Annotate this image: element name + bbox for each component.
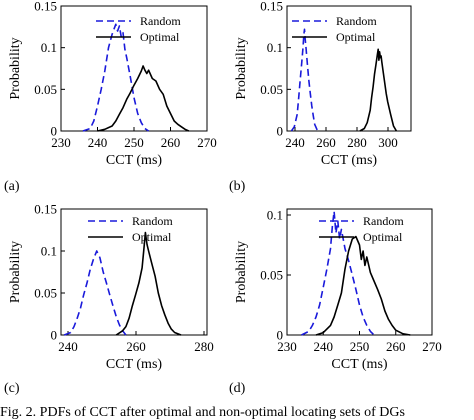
- series-line-random: [63, 250, 127, 336]
- x-tick-label: 270: [197, 135, 217, 150]
- y-tick-label: 0.15: [260, 0, 283, 14]
- y-axis-label: Probability: [234, 37, 249, 99]
- y-tick-label: 0: [277, 124, 284, 139]
- chart-panel-4: 0 0.05 0.1 230 240 250 260 270 CCT (ms) Probabili…: [229, 208, 442, 397]
- y-tick-label: 0: [51, 124, 58, 139]
- figure-caption: Fig. 2. PDFs of CCT after optimal and no…: [0, 405, 405, 420]
- x-tick-label: 230: [51, 135, 71, 150]
- axes-box: [286, 208, 433, 336]
- y-tick-label: 0.15: [34, 0, 57, 14]
- x-tick-label: 280: [347, 135, 367, 150]
- y-axis-label: Probability: [234, 241, 249, 303]
- series-line-optimal: [315, 235, 411, 336]
- x-tick-label: 260: [161, 135, 181, 150]
- legend-label: Optimal: [336, 30, 376, 44]
- y-axis-label: Probability: [8, 241, 23, 303]
- legend-label: Random: [140, 14, 181, 28]
- panel-label: (c): [4, 381, 20, 396]
- y-tick-label: 0.05: [34, 286, 57, 301]
- x-axis-label: CCT (ms): [321, 153, 377, 168]
- legend-label: Random: [132, 214, 173, 228]
- y-tick-label: 0.15: [34, 202, 57, 217]
- x-tick-label: 260: [126, 339, 146, 354]
- x-tick-label: 260: [386, 339, 406, 354]
- y-tick-label: 0.1: [41, 244, 57, 259]
- y-tick-label: 0.1: [267, 208, 283, 223]
- series-line-optimal: [115, 231, 182, 336]
- x-tick-label: 240: [58, 339, 78, 354]
- y-tick-label: 0.1: [267, 40, 283, 55]
- series-line-random: [301, 210, 375, 336]
- x-tick-label: 270: [422, 339, 442, 354]
- x-tick-label: 250: [124, 135, 144, 150]
- x-axis-label: CCT (ms): [331, 357, 387, 372]
- axes-box: [286, 5, 412, 132]
- series-line-random: [82, 23, 150, 132]
- x-axis-label: CCT (ms): [106, 153, 162, 168]
- legend-label: Optimal: [132, 230, 172, 244]
- panel-label: (d): [229, 381, 246, 396]
- panel-label: (a): [4, 179, 20, 194]
- x-tick-label: 230: [277, 339, 297, 354]
- legend-label: Optimal: [140, 30, 180, 44]
- y-tick-label: 0.1: [41, 40, 57, 55]
- x-tick-label: 240: [285, 135, 305, 150]
- legend-label: Random: [336, 14, 377, 28]
- axes-box: [60, 5, 208, 132]
- y-tick-label: 0.05: [34, 82, 57, 97]
- chart-panel-1: 0 0.05 0.1 0.15 230 240 250 260 270 CCT (ms) Proba…: [4, 0, 217, 194]
- x-tick-label: 240: [88, 135, 108, 150]
- x-tick-label: 250: [350, 339, 370, 354]
- x-tick-label: 260: [316, 135, 336, 150]
- chart-panel-3: 0 0.05 0.1 0.15 240 260 280 CCT (ms) Probability…: [4, 202, 214, 397]
- y-axis-label: Probability: [8, 37, 23, 99]
- x-tick-label: 300: [378, 135, 398, 150]
- panel-label: (b): [229, 179, 246, 194]
- legend-label: Optimal: [363, 230, 403, 244]
- axes-box: [60, 208, 208, 336]
- x-tick-label: 240: [314, 339, 334, 354]
- legend-label: Random: [363, 214, 404, 228]
- y-tick-label: 0.05: [260, 82, 283, 97]
- y-tick-label: 0: [277, 328, 284, 343]
- x-tick-label: 280: [194, 339, 214, 354]
- y-tick-label: 0: [51, 328, 58, 343]
- y-tick-label: 0.05: [260, 268, 283, 283]
- series-line-optimal: [359, 48, 398, 132]
- series-line-optimal: [97, 65, 190, 132]
- series-line-random: [290, 28, 319, 132]
- x-axis-label: CCT (ms): [106, 357, 162, 372]
